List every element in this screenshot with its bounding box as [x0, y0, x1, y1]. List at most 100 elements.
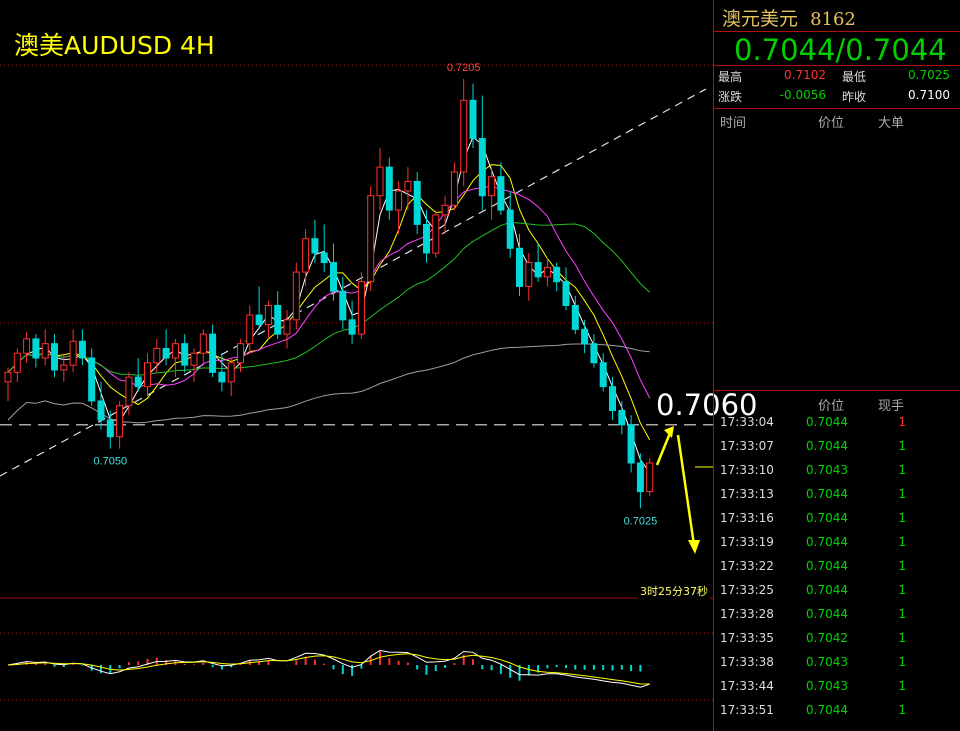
candle-body	[590, 343, 598, 364]
tick-row: 17:33:44 0.7043 1	[714, 679, 960, 703]
tick-time: 17:33:44	[720, 679, 774, 693]
candle-body	[60, 364, 68, 371]
tick-price: 0.7044	[806, 511, 848, 525]
candle-body	[330, 262, 337, 292]
tick-row: 17:33:07 0.7044 1	[714, 439, 960, 463]
candle-body	[571, 305, 579, 330]
tick-size: 1	[898, 439, 906, 453]
candle-body	[488, 176, 496, 197]
tick-row: 17:33:16 0.7044 1	[714, 511, 960, 535]
tick-price: 0.7044	[806, 415, 848, 429]
candle-body	[255, 314, 263, 326]
arrow-up-head	[664, 426, 674, 438]
candlestick-chart: 0.7205 0.7050 0.7025	[0, 62, 713, 701]
candle-body	[125, 376, 133, 407]
high-label: 最高	[718, 70, 743, 84]
arrow-down	[676, 434, 696, 546]
ma-slow-line	[7, 185, 651, 399]
candle-body	[395, 190, 403, 211]
ma-200-line	[7, 343, 650, 424]
candle-body	[171, 343, 179, 359]
ticks-price-header: 价位	[818, 399, 845, 414]
prev-close-label: 昨收	[842, 90, 867, 104]
ma-mid-line	[7, 164, 651, 441]
change-value: -0.0056	[779, 88, 826, 102]
candle-body	[199, 333, 207, 354]
candle-body	[106, 419, 114, 438]
candle-body	[274, 305, 282, 335]
candle-body	[13, 352, 21, 373]
candle-body	[553, 266, 561, 283]
candle-body	[237, 343, 244, 364]
candle-body	[450, 171, 458, 206]
candle-body	[246, 314, 254, 345]
tick-row: 17:33:51 0.7044 1	[714, 703, 960, 727]
candle-body	[348, 319, 356, 335]
tick-time: 17:33:28	[720, 607, 774, 621]
candle-body	[404, 180, 412, 192]
tick-row: 17:33:10 0.7043 1	[714, 463, 960, 487]
big-orders-size-header: 大单	[878, 116, 905, 131]
tick-time: 17:33:19	[720, 535, 774, 549]
tick-time: 17:33:38	[720, 655, 774, 669]
tick-time: 17:33:25	[720, 583, 774, 597]
candle-body	[413, 180, 421, 225]
candle-body	[627, 424, 635, 464]
tick-time: 17:33:51	[720, 703, 774, 717]
symbol-name: 澳元美元	[722, 8, 799, 30]
tick-size: 1	[898, 703, 906, 717]
candle-body	[218, 371, 226, 383]
tick-price: 0.7044	[806, 535, 848, 549]
candle-body	[478, 138, 486, 197]
tick-row: 17:33:38 0.7043 1	[714, 655, 960, 679]
tick-time: 17:33:04	[720, 415, 774, 429]
bid-price: 0.7044	[734, 33, 836, 67]
candle-body	[153, 347, 161, 364]
tick-row: 17:33:04 0.7044 1	[714, 415, 960, 439]
candle-body	[283, 319, 291, 335]
candle-body	[562, 281, 570, 307]
candle-body	[97, 400, 105, 421]
tick-price: 0.7043	[806, 679, 848, 693]
candle-body	[516, 247, 523, 287]
candle-body	[264, 305, 272, 326]
symbol-header: 澳元美元 8162	[716, 4, 946, 30]
tick-time: 17:33:07	[720, 439, 774, 453]
change-label: 涨跌	[718, 90, 743, 104]
high-value: 0.7102	[784, 68, 826, 82]
tick-size: 1	[898, 487, 906, 501]
divider	[714, 108, 960, 109]
candle-body	[144, 362, 151, 388]
candle-body	[636, 462, 644, 493]
candle-body	[441, 204, 449, 216]
bid-ask-price: 0.7044/0.7044	[734, 33, 947, 67]
prev-close-value: 0.7100	[908, 88, 950, 102]
candle-body	[311, 238, 319, 254]
low-label: 最低	[842, 70, 867, 84]
candle-body	[543, 266, 551, 278]
candle-body	[302, 238, 310, 273]
macd-dea-line	[7, 653, 650, 685]
tick-price: 0.7044	[806, 487, 848, 501]
tick-price: 0.7044	[806, 559, 848, 573]
big-orders-price-header: 价位	[818, 116, 845, 131]
candle-countdown: 3时25分37秒	[638, 583, 710, 599]
tick-time: 17:33:16	[720, 511, 774, 525]
low-left-price-label: 0.7050	[93, 456, 127, 468]
candle-body	[227, 362, 235, 383]
candle-body	[88, 357, 96, 402]
candle-body	[32, 338, 40, 359]
tick-row: 17:33:28 0.7044 1	[714, 607, 960, 631]
candle-body	[78, 340, 86, 359]
ticks-size-header: 现手	[878, 399, 905, 414]
tick-row: 17:33:22 0.7044 1	[714, 559, 960, 583]
candle-body	[581, 328, 589, 345]
candle-body	[116, 405, 124, 438]
candle-body	[320, 252, 328, 264]
ask-price: 0.7044	[845, 33, 947, 67]
chart-area[interactable]: 0.7205 0.7050 0.7025 澳美AUDUSD 4H 0.7060 3时…	[0, 0, 757, 731]
tick-size: 1	[898, 463, 906, 477]
chart-title: 澳美AUDUSD 4H	[14, 31, 215, 60]
low-right-price-label: 0.7025	[624, 515, 658, 527]
tick-size: 1	[898, 535, 906, 549]
